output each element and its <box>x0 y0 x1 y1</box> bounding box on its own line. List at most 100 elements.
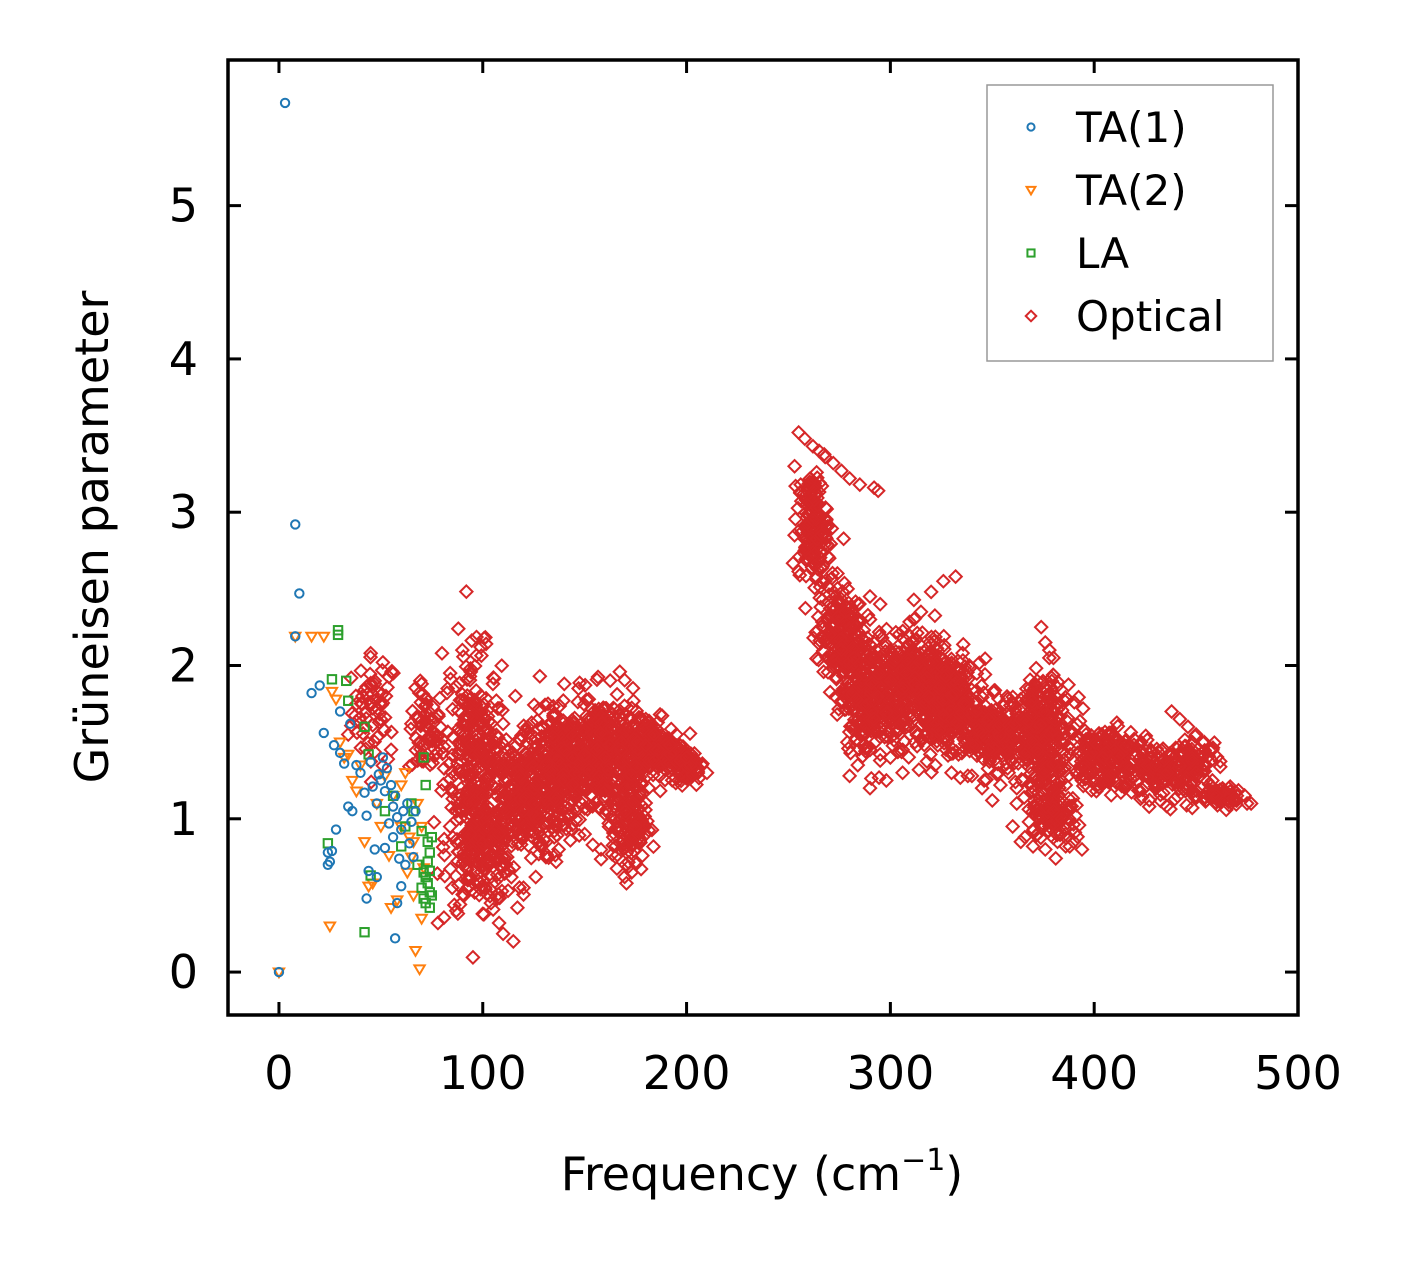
optical-point <box>1044 683 1060 699</box>
optical-point <box>796 488 813 505</box>
optical-point <box>890 744 906 760</box>
optical-point <box>614 798 631 814</box>
optical-point <box>481 732 497 749</box>
optical-point <box>429 745 445 761</box>
optical-point <box>1152 793 1169 809</box>
ta-2-point <box>406 890 421 903</box>
optical-point <box>987 682 1003 699</box>
optical-point <box>564 749 581 766</box>
optical-point <box>909 738 925 754</box>
ta-1-point <box>396 881 407 892</box>
optical-point <box>1138 728 1154 744</box>
optical-point <box>1095 750 1111 766</box>
la-point <box>416 825 427 837</box>
optical-point <box>922 746 938 763</box>
ta-2-point <box>412 964 427 977</box>
optical-point <box>1229 788 1245 804</box>
optical-point <box>896 712 913 728</box>
optical-point <box>1083 782 1100 799</box>
optical-point <box>1179 770 1195 786</box>
ta-2-point <box>408 945 423 958</box>
optical-point <box>947 685 964 702</box>
optical-point <box>592 725 609 741</box>
optical-point <box>797 431 813 447</box>
optical-point <box>459 767 475 783</box>
optical-point <box>571 811 588 828</box>
optical-point <box>805 512 821 528</box>
la-point <box>418 867 429 878</box>
optical-point <box>597 749 613 766</box>
ta-1-point <box>379 785 391 797</box>
optical-point <box>934 659 950 675</box>
ta-2-point <box>398 768 413 780</box>
optical-point <box>533 836 549 852</box>
ta-2-point <box>322 921 337 934</box>
optical-point <box>800 515 816 531</box>
ta-1-point <box>347 805 358 817</box>
optical-point <box>931 722 947 738</box>
optical-point <box>475 785 491 801</box>
optical-point <box>814 614 830 630</box>
optical-point <box>632 763 648 779</box>
optical-point <box>924 691 941 707</box>
optical-point <box>787 511 804 527</box>
optical-point <box>828 671 845 687</box>
optical-point <box>980 711 996 727</box>
optical-point <box>865 649 882 665</box>
ta-2-point <box>382 850 396 863</box>
optical-point <box>901 636 917 652</box>
optical-point <box>585 837 601 853</box>
optical-point <box>411 685 427 701</box>
optical-point <box>464 844 481 861</box>
optical-point <box>894 742 911 758</box>
optical-point <box>1225 790 1241 807</box>
optical-point <box>1205 788 1221 804</box>
optical-point <box>488 818 504 834</box>
optical-point <box>1221 780 1237 796</box>
optical-point <box>909 680 925 697</box>
y-tick-label: 1 <box>169 792 198 846</box>
optical-point <box>645 740 661 757</box>
optical-point <box>835 531 852 547</box>
optical-point <box>1178 780 1194 796</box>
ta-1-point <box>318 727 329 739</box>
optical-point <box>1067 808 1084 824</box>
optical-point <box>970 722 987 738</box>
optical-point <box>404 756 420 773</box>
optical-point <box>924 717 940 733</box>
optical-point <box>625 795 642 811</box>
optical-point <box>1134 782 1151 798</box>
optical-point <box>1188 765 1204 781</box>
optical-point <box>576 722 592 738</box>
optical-point <box>1196 734 1212 750</box>
optical-point <box>1050 760 1066 776</box>
optical-point <box>577 677 593 693</box>
optical-point <box>1194 734 1211 750</box>
optical-point <box>1015 772 1031 789</box>
ta-1-point <box>290 631 301 642</box>
optical-point <box>1005 696 1021 712</box>
optical-point <box>826 652 842 669</box>
optical-point <box>1050 674 1066 690</box>
optical-point <box>833 651 850 667</box>
optical-point <box>493 808 510 824</box>
optical-point <box>1130 782 1146 799</box>
optical-point <box>850 596 866 612</box>
optical-point <box>542 801 559 817</box>
optical-point <box>454 642 470 658</box>
optical-point <box>1170 788 1186 804</box>
optical-point <box>555 693 571 709</box>
optical-point <box>1058 777 1074 793</box>
optical-point <box>1118 738 1134 754</box>
optical-point <box>936 637 952 653</box>
optical-point <box>833 642 850 658</box>
optical-point <box>384 663 400 679</box>
optical-point <box>597 726 614 742</box>
ta-1-point <box>402 798 413 809</box>
optical-point <box>1239 795 1255 812</box>
optical-point <box>808 511 824 527</box>
optical-point <box>607 795 623 812</box>
optical-point <box>1147 757 1163 773</box>
optical-point <box>442 771 458 787</box>
